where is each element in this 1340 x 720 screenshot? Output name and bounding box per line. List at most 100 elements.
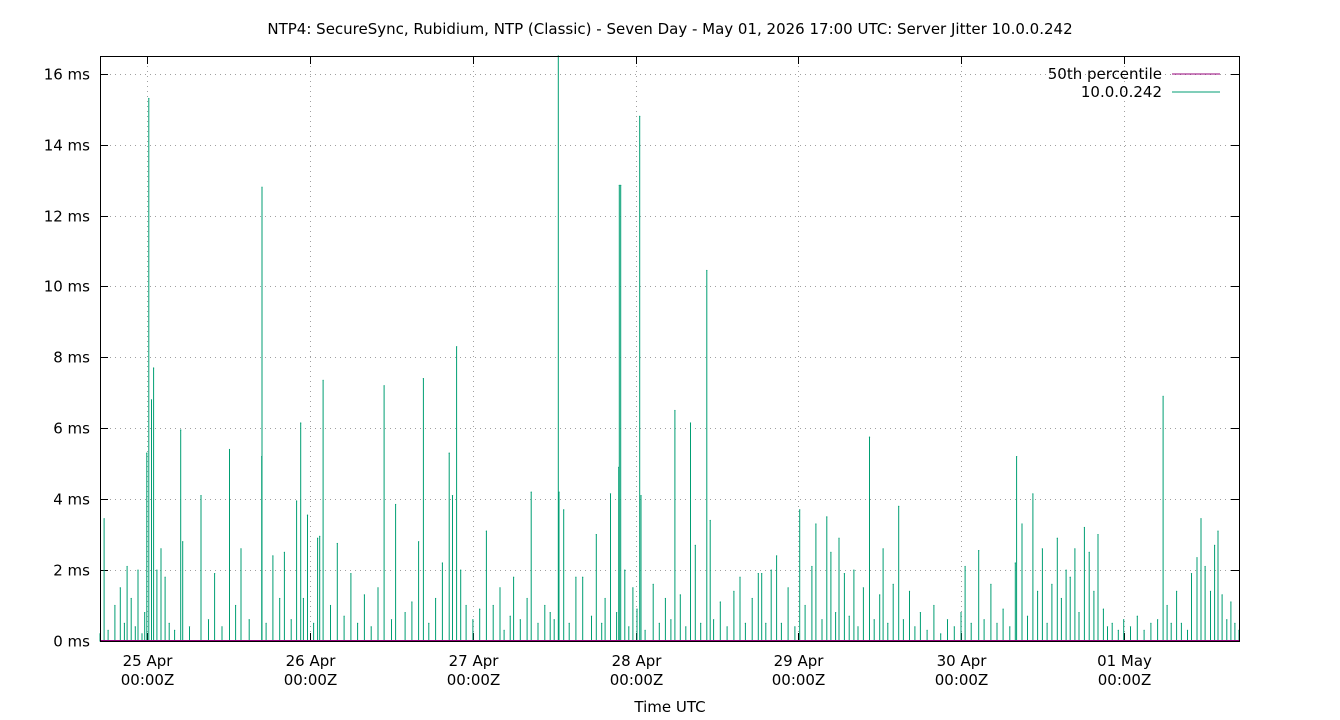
data-point-server (1074, 548, 1076, 550)
data-point-server (296, 500, 298, 502)
data-point-server (153, 367, 155, 369)
data-point-server (1230, 601, 1232, 603)
data-point-server (628, 626, 630, 628)
data-point-server (1129, 626, 1132, 628)
data-point-server (103, 518, 105, 520)
x-tick-label-date: 25 Apr (123, 652, 174, 670)
legend: 50th percentile 10.0.0.242 (1048, 65, 1220, 101)
data-point-server (1032, 493, 1034, 495)
data-point-server (435, 597, 437, 600)
data-point-server (329, 604, 332, 607)
data-point-server (826, 516, 828, 518)
data-point-server (830, 551, 832, 554)
data-point-server (503, 629, 505, 632)
data-point-server (228, 448, 231, 451)
data-point-server (632, 587, 634, 589)
data-point-server (1150, 622, 1152, 624)
data-point-server (404, 612, 406, 614)
data-point-server (1221, 594, 1223, 596)
data-point-server (568, 622, 570, 624)
data-point-server (428, 622, 430, 624)
data-point-server (460, 569, 462, 571)
data-point-server (509, 615, 511, 617)
x-tick-label-time: 00:00Z (284, 671, 338, 689)
data-point-server (933, 604, 935, 607)
y-tick-label: 14 ms (44, 137, 90, 155)
data-point-server (780, 622, 783, 624)
data-point-server (1136, 615, 1138, 617)
data-point-server (530, 491, 532, 493)
x-tick-label-date: 28 Apr (612, 652, 663, 670)
data-point-server (563, 509, 565, 511)
data-point-server (624, 569, 626, 571)
data-point-server (350, 573, 352, 575)
data-point-server (898, 505, 900, 507)
data-point-server (395, 503, 397, 506)
data-point-server (689, 422, 692, 424)
data-point-server (148, 97, 150, 100)
data-point-server (761, 573, 763, 575)
data-point-server (261, 186, 263, 188)
data-point-server (465, 604, 467, 607)
data-point-server (811, 565, 813, 568)
data-point-server (590, 615, 593, 617)
data-point-server (418, 541, 420, 543)
data-point-server (670, 619, 672, 621)
y-tick-label: 16 ms (44, 66, 90, 84)
data-point-server (815, 523, 817, 525)
data-point-server (765, 622, 767, 624)
data-point-server (601, 622, 603, 624)
data-point-server (1065, 569, 1067, 571)
data-point-server (363, 594, 365, 596)
data-point-server (1106, 626, 1109, 628)
data-point-server (616, 612, 618, 614)
data-point-server (1226, 619, 1228, 621)
data-point-server (1200, 518, 1202, 520)
data-point-server (272, 555, 274, 557)
data-point-server (1026, 615, 1029, 617)
data-point-server (1056, 537, 1058, 539)
data-point-server (553, 619, 555, 621)
data-point-server (513, 576, 515, 578)
data-point-server (582, 576, 584, 578)
data-point-server (485, 530, 487, 532)
data-point-server (1217, 530, 1219, 532)
data-point-server (644, 629, 646, 632)
data-point-server (726, 626, 728, 628)
data-point-server (940, 633, 942, 635)
data-point-server (821, 619, 823, 621)
data-point-server (1037, 590, 1039, 593)
data-point-server (1083, 526, 1085, 529)
data-point-server (1093, 590, 1095, 593)
x-tick-label-date: 29 Apr (774, 652, 825, 670)
y-tick-label: 12 ms (44, 208, 90, 226)
data-point-server (1016, 456, 1018, 458)
data-point-server (156, 569, 158, 571)
data-point-server (1214, 544, 1216, 546)
data-point-server (240, 548, 242, 550)
data-point-server (130, 597, 132, 600)
data-point-server (119, 587, 121, 589)
series-layer (99, 55, 1240, 642)
data-point-server (1190, 573, 1193, 575)
data-point-server (107, 629, 109, 632)
data-point-server (180, 429, 182, 431)
data-point-server (848, 615, 850, 617)
data-point-server (946, 619, 949, 621)
data-point-server (290, 619, 292, 621)
data-point-server (709, 519, 711, 522)
data-point-server (892, 583, 894, 585)
data-point-server (719, 601, 721, 603)
data-point-server (422, 378, 424, 380)
data-point-server (1088, 551, 1090, 554)
data-point-server (618, 184, 620, 186)
data-point-server (1111, 622, 1113, 624)
data-point-server (1180, 622, 1182, 624)
data-point-server (451, 495, 454, 497)
data-point-server (751, 597, 753, 600)
data-point-server (733, 590, 735, 593)
chart-title: NTP4: SecureSync, Rubidium, NTP (Classic… (267, 20, 1072, 38)
data-point-server (150, 399, 153, 401)
data-point-server (322, 379, 324, 381)
